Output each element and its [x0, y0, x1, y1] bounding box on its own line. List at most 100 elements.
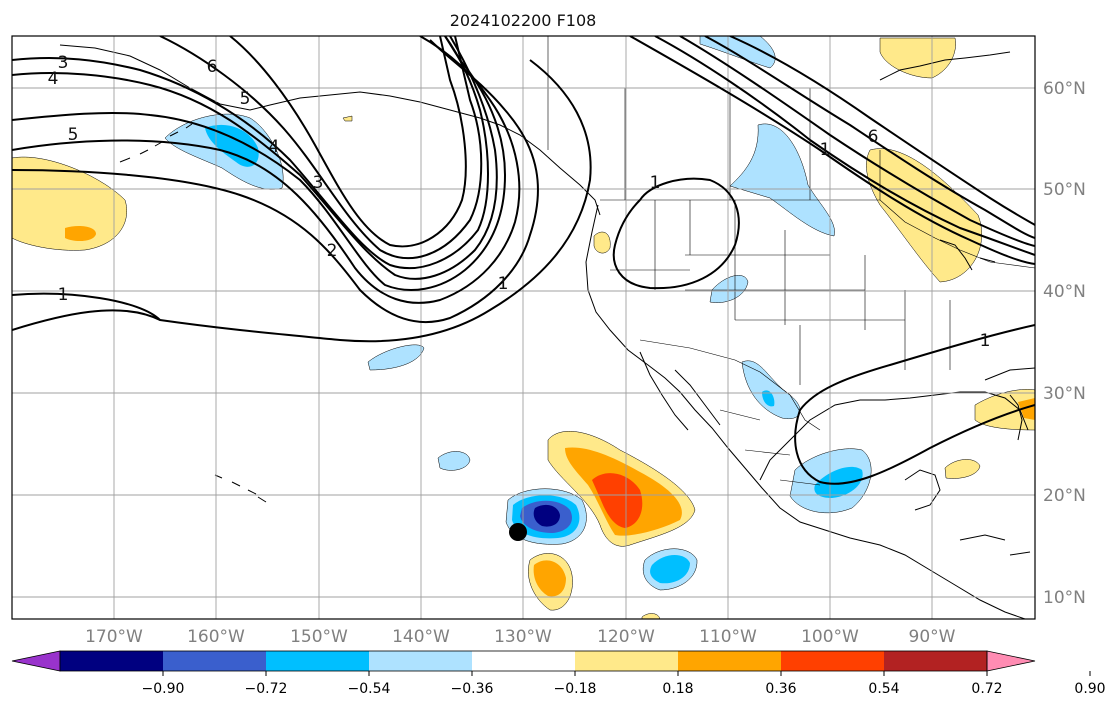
contour-line: [12, 36, 507, 291]
contour-line: [159, 36, 483, 259]
negative-anomaly-core: [762, 390, 775, 407]
positive-anomaly-core: [65, 226, 96, 242]
lon-label: 130°W: [494, 627, 552, 647]
contour-label: 1: [650, 173, 661, 193]
contour-label: 4: [48, 69, 59, 89]
strong-positive-anomaly-core: [592, 473, 643, 528]
contour-label: 5: [68, 125, 79, 145]
colorbar-extension-low: [11, 650, 61, 672]
contour-label: 3: [58, 53, 69, 73]
lat-label: 60°N: [1043, 79, 1086, 99]
negative-anomaly-core: [814, 466, 863, 498]
contour-label: 3: [313, 173, 324, 193]
contour-line: [12, 59, 592, 343]
colorbar: −0.90 −0.72 −0.54 −0.36 −0.18 0.18 0.36 0.54 0.7…: [11, 650, 1105, 697]
baja-california: [639, 351, 721, 431]
negative-anomaly-core: [533, 504, 560, 527]
contour-line: [704, 36, 1035, 239]
positive-anomaly-region: [944, 459, 981, 479]
contour-line: [679, 36, 1035, 247]
colorbar-tick-label: 0.90: [1074, 681, 1105, 697]
negative-anomaly-region: [367, 344, 425, 371]
contour-label: 6: [207, 57, 218, 77]
negative-anomaly-core: [650, 554, 690, 584]
map-frame: [11, 35, 1036, 620]
contour-line: [629, 36, 1035, 265]
contour-label: 1: [820, 140, 831, 160]
lat-label: 50°N: [1043, 180, 1086, 200]
negative-anomaly-core: [205, 124, 259, 167]
caribbean-islands: [959, 534, 1031, 556]
contour-label: 1: [980, 331, 991, 351]
colorbar-tick-label: 0.36: [765, 681, 796, 697]
figure-title: 2024102200 F108: [450, 11, 597, 30]
colorbar-tick-label: −0.90: [142, 681, 185, 697]
lon-label: 100°W: [801, 627, 859, 647]
contour-line: [612, 177, 740, 290]
colorbar-tick-label: 0.18: [662, 681, 693, 697]
colorbar-tick-label: 0.54: [868, 681, 899, 697]
latitude-labels: 60°N 50°N 40°N 30°N 20°N 10°N: [1043, 79, 1086, 608]
contour-label: 1: [498, 274, 509, 294]
positive-anomaly-region: [12, 156, 127, 251]
contour-label: 2: [327, 241, 338, 261]
colorbar-swatch: [266, 651, 370, 671]
great-lakes: [939, 239, 996, 271]
lat-label: 20°N: [1043, 486, 1086, 506]
contour-line: [229, 36, 467, 248]
colorbar-tick-label: −0.36: [451, 681, 494, 697]
contour-label: 5: [240, 89, 251, 109]
contour-label: 1: [58, 285, 69, 305]
yucatan: [904, 469, 941, 511]
anomaly-shading: [12, 36, 1035, 619]
hawaii-islands: [214, 474, 267, 503]
lon-label: 150°W: [290, 627, 348, 647]
contour-line: [729, 36, 1035, 226]
contour-line: [12, 39, 539, 324]
north-america-west-coast: [585, 204, 1026, 619]
florida: [984, 367, 1035, 441]
lat-label: 10°N: [1043, 588, 1086, 608]
contour-label: 4: [269, 137, 280, 157]
contour-label: 6: [868, 127, 879, 147]
contour-line: [12, 36, 489, 270]
colorbar-outline: [59, 650, 988, 672]
lon-label: 160°W: [187, 627, 245, 647]
hudson-bay-coast: [879, 51, 1011, 81]
lat-label: 30°N: [1043, 384, 1086, 404]
map-content: 3 4 5 6 5 4 3 2 1 1 1 1 1 6: [12, 36, 1035, 619]
colorbar-swatch: [472, 651, 576, 671]
coastlines: [59, 44, 1035, 619]
colorbar-swatch: [678, 651, 782, 671]
storm-center-marker: [509, 523, 527, 541]
lon-label: 140°W: [392, 627, 450, 647]
positive-anomaly-region: [866, 148, 982, 283]
colorbar-extension-high: [986, 650, 1036, 672]
negative-anomaly-region: [437, 451, 471, 471]
colorbar-swatch: [781, 651, 885, 671]
colorbar-tick-label: −0.72: [245, 681, 288, 697]
positive-anomaly-core: [533, 560, 566, 597]
colorbar-swatch: [60, 651, 164, 671]
colorbar-tick-label: −0.54: [348, 681, 391, 697]
contour-line: [794, 324, 1035, 485]
lon-label: 170°W: [85, 627, 143, 647]
aleutian-islands: [119, 123, 193, 163]
contour-line: [654, 36, 1035, 256]
contour-line: [12, 292, 161, 321]
positive-anomaly-core: [1018, 398, 1035, 420]
colorbar-tick-label: −0.18: [554, 681, 597, 697]
contour-line: [12, 36, 521, 304]
positive-anomaly-region: [593, 231, 611, 254]
colorbar-tick-label: 0.72: [971, 681, 1002, 697]
lon-label: 120°W: [597, 627, 655, 647]
alaska-coastline: [59, 44, 601, 216]
colorbar-swatch: [884, 651, 988, 671]
gulf-coast: [759, 391, 1029, 481]
lon-label: 110°W: [699, 627, 757, 647]
contour-labels: 3 4 5 6 5 4 3 2 1 1 1 1 1 6: [48, 53, 991, 351]
colorbar-swatch: [163, 651, 267, 671]
negative-anomaly-region: [729, 123, 835, 237]
positive-anomaly-region: [342, 115, 353, 122]
